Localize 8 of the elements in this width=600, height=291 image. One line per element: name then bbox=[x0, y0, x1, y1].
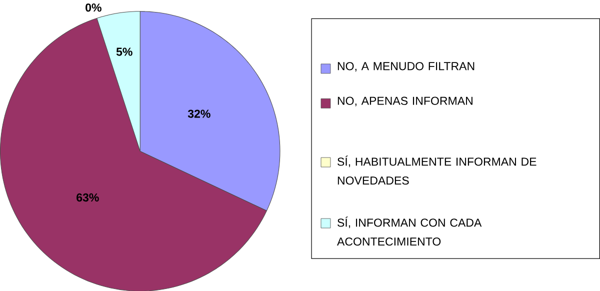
text: 0% bbox=[86, 3, 102, 12]
legend-label: SÍ, INFORMAN CON CADA ACONTECIMIENTO bbox=[337, 216, 482, 246]
legend-label: NO, APENAS INFORMAN bbox=[338, 96, 472, 106]
data-label: 63% bbox=[76, 193, 99, 202]
data-label: 32% bbox=[188, 110, 210, 118]
legend-label: NO, A MENUDO FILTRAN bbox=[338, 62, 474, 72]
legend-label: SÍ, HABITUALMENTE INFORMAN DE NOVEDADES bbox=[338, 155, 536, 184]
data-label: 5% bbox=[116, 48, 132, 56]
